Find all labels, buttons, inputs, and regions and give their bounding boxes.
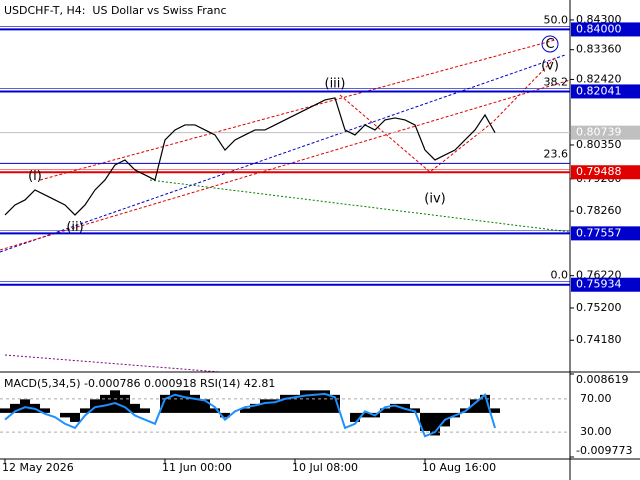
macd-bar	[310, 390, 320, 413]
trend-lines	[0, 35, 571, 373]
macd-bar	[420, 412, 430, 431]
price-tag-label: 0.82041	[576, 84, 622, 97]
macd-bar	[430, 412, 440, 436]
macd-bar	[380, 408, 390, 413]
trend-line	[39, 39, 556, 181]
y-tick-label: 0.83360	[576, 43, 622, 56]
macd-bar	[190, 394, 200, 413]
macd-bar	[330, 394, 340, 413]
macd-bar	[220, 412, 230, 418]
rsi-line	[4, 392, 496, 438]
price-tag	[571, 22, 640, 37]
y-tick-label: 0.82420	[576, 72, 622, 85]
macd-bar	[180, 390, 190, 413]
macd-bar	[360, 412, 370, 418]
macd-bar	[170, 390, 180, 413]
price-tag-label: 0.80739	[576, 126, 622, 139]
price-tag	[571, 125, 640, 140]
x-tick-label: 12 May 2026	[2, 461, 74, 474]
macd-bar	[250, 403, 260, 413]
macd-bar	[140, 408, 150, 413]
macd-bar	[320, 390, 330, 413]
macd-bar	[0, 408, 10, 413]
macd-bar	[110, 390, 120, 413]
price-tag	[571, 165, 640, 180]
trend-line	[149, 179, 571, 233]
price-tag	[571, 226, 640, 241]
macd-bar	[270, 399, 280, 413]
wave-label: C	[545, 37, 554, 52]
macd-bar	[20, 399, 30, 413]
wave-label: (ii)	[66, 220, 83, 235]
y-tick-label: 0.74180	[576, 333, 622, 346]
macd-bar	[490, 408, 500, 413]
price-tag	[571, 277, 640, 292]
macd-bar	[480, 394, 490, 413]
wave-label: (iii)	[325, 77, 346, 92]
fib-label: 50.0	[544, 13, 569, 26]
macd-bar	[390, 403, 400, 413]
rsi-tick-label: 70.00	[580, 392, 612, 405]
x-tick-label: 11 Jun 00:00	[162, 461, 232, 474]
macd-bar	[160, 394, 170, 413]
macd-bar	[100, 394, 110, 413]
macd-bar	[130, 403, 140, 413]
price-tag-label: 0.84000	[576, 22, 622, 35]
macd-bar	[80, 408, 90, 413]
y-tick-label: 0.75200	[576, 301, 622, 314]
x-tick-label: 10 Jul 08:00	[292, 461, 358, 474]
rsi-tick-label: 30.00	[580, 425, 612, 438]
y-tick-label: 0.80350	[576, 138, 622, 151]
y-tick-label: 0.78260	[576, 204, 622, 217]
price-tag-label: 0.75934	[576, 278, 622, 291]
macd-bar	[240, 408, 250, 413]
chart-title: USDCHF-T, H4: US Dollar vs Swiss Franc	[4, 4, 227, 17]
fib-label: 0.0	[551, 269, 569, 282]
fib-label: 38.2	[544, 75, 569, 88]
macd-bar	[200, 399, 210, 413]
macd-bar	[280, 394, 290, 413]
macd-bar	[120, 394, 130, 413]
macd-bar	[290, 394, 300, 413]
price-line	[4, 97, 496, 216]
wave-label: (iv)	[424, 191, 445, 206]
price-tag-label: 0.77557	[576, 226, 622, 239]
fib-label: 23.6	[544, 147, 569, 160]
price-tag-label: 0.79488	[576, 165, 622, 178]
macd-bar	[10, 403, 20, 413]
trend-line	[0, 79, 571, 251]
macd-bar	[40, 408, 50, 413]
macd-tick-label: -0.009773	[576, 444, 632, 457]
price-tag	[571, 84, 640, 99]
macd-bar	[70, 412, 80, 422]
wave-label: (i)	[28, 169, 42, 184]
x-tick-label: 10 Aug 16:00	[422, 461, 496, 474]
macd-bar	[210, 408, 220, 413]
macd-bar	[260, 399, 270, 413]
macd-bar	[470, 399, 480, 413]
macd-bar	[60, 412, 70, 418]
macd-tick-label: 0.008619	[576, 373, 629, 386]
macd-bar	[300, 390, 310, 413]
indicator-label: MACD(5,34,5) -0.000786 0.000918 RSI(14) …	[4, 377, 275, 390]
wave-label: (v)	[541, 58, 559, 73]
macd-bar	[90, 399, 100, 413]
macd-bar	[350, 412, 360, 422]
wave-circle	[541, 35, 559, 53]
